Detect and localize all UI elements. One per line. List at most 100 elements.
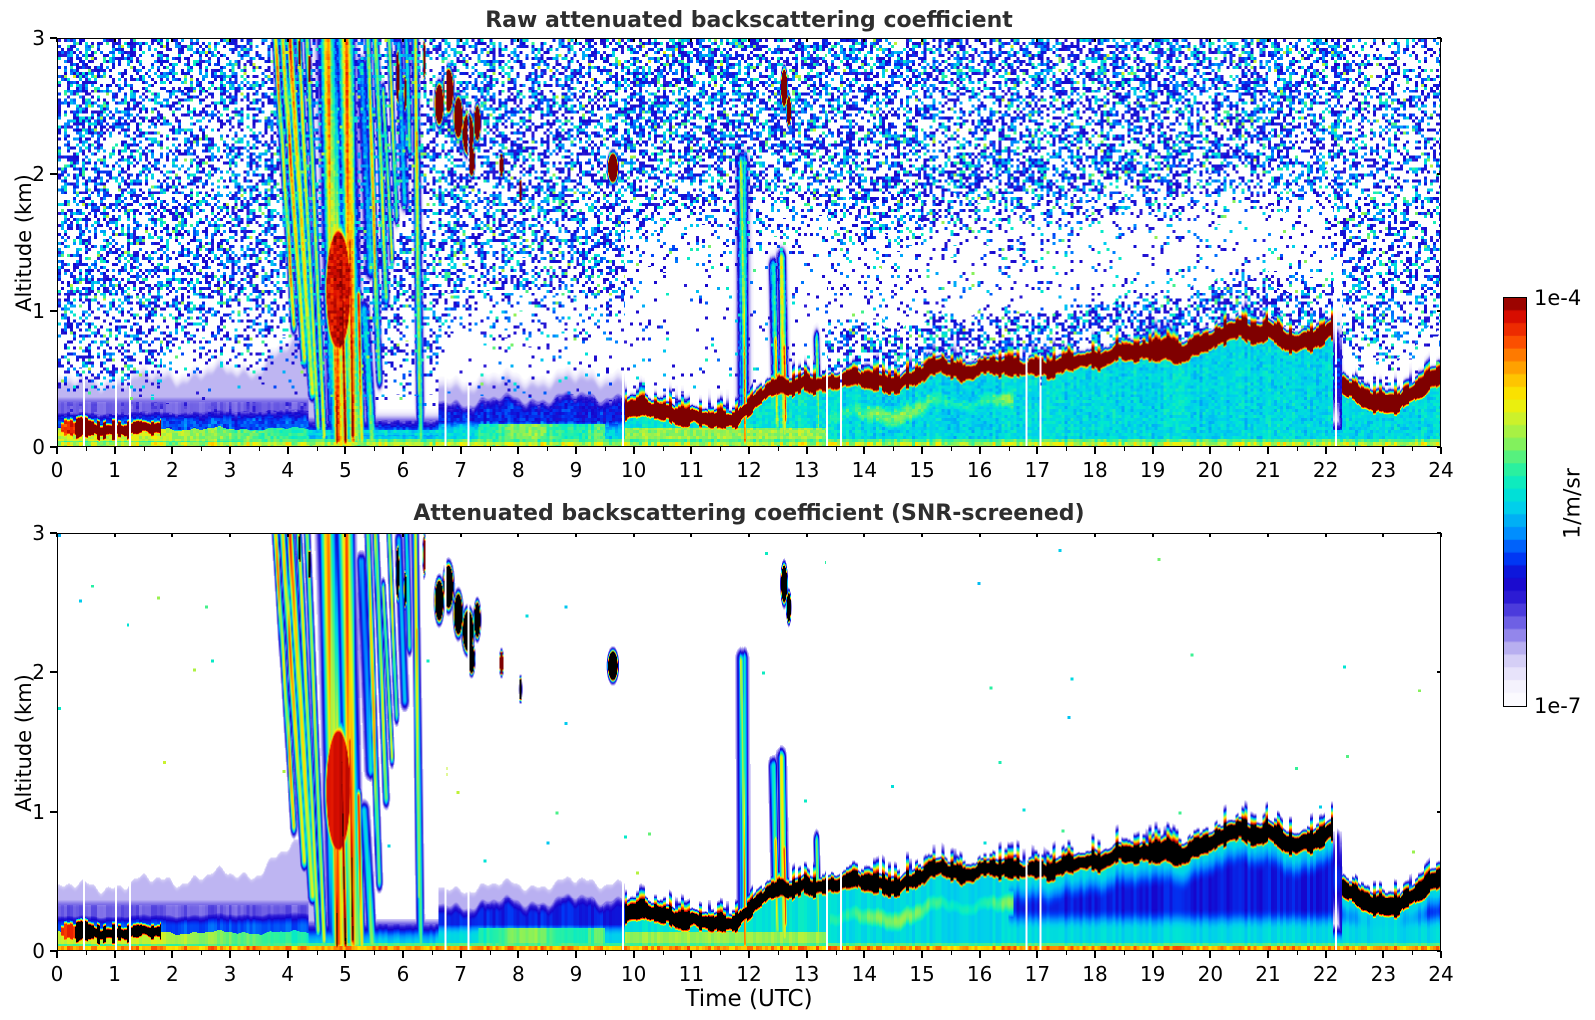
x-minor-tick <box>950 951 952 955</box>
x-major-tick <box>805 447 808 454</box>
x-top-tick <box>1440 38 1442 42</box>
x-minor-tick <box>893 951 895 955</box>
x-major-tick <box>1324 447 1327 454</box>
raw-panel-plot-area <box>57 38 1441 447</box>
y-tick-label: 0 <box>32 939 45 963</box>
x-minor-tick <box>85 951 87 955</box>
y-major-tick <box>50 671 57 674</box>
y-right-tick <box>1437 309 1441 312</box>
x-minor-tick <box>143 447 145 451</box>
x-tick-label: 24 <box>1428 962 1454 986</box>
x-tick-label: 18 <box>1082 962 1108 986</box>
x-top-tick <box>690 38 693 42</box>
x-top-tick <box>805 533 808 537</box>
x-top-tick <box>921 38 923 42</box>
y-tick-label: 2 <box>32 660 45 685</box>
x-tick-label: 8 <box>511 962 525 986</box>
x-tick-label: 1 <box>108 458 122 482</box>
x-minor-tick <box>720 447 722 451</box>
x-major-tick <box>113 951 116 958</box>
x-minor-tick <box>777 447 779 451</box>
x-major-tick <box>1267 447 1269 454</box>
x-minor-tick <box>258 447 260 451</box>
x-tick-label: 7 <box>454 962 468 986</box>
x-top-tick <box>1036 533 1039 537</box>
x-top-tick <box>632 533 635 537</box>
x-tick-label: 5 <box>338 458 352 482</box>
x-major-tick <box>56 951 58 958</box>
y-major-tick <box>50 37 57 39</box>
x-minor-tick <box>258 951 260 955</box>
x-major-tick <box>517 447 520 454</box>
x-top-tick <box>978 533 981 537</box>
x-tick-label: 22 <box>1312 458 1339 482</box>
x-tick-label: 0 <box>50 458 64 482</box>
x-top-tick <box>459 533 462 537</box>
x-tick-label: 8 <box>511 458 525 482</box>
x-major-tick <box>863 447 866 454</box>
x-tick-label: 16 <box>966 962 993 986</box>
x-tick-label: 13 <box>793 962 820 986</box>
x-major-tick <box>1036 951 1039 958</box>
x-minor-tick <box>316 951 318 955</box>
x-tick-label: 18 <box>1082 458 1108 482</box>
x-tick-label: 24 <box>1428 458 1454 482</box>
x-top-tick <box>1094 533 1096 537</box>
x-major-tick <box>1440 447 1442 454</box>
x-top-tick <box>575 533 577 537</box>
x-tick-label: 16 <box>966 458 993 482</box>
x-major-tick <box>1151 951 1154 958</box>
x-minor-tick <box>662 951 664 955</box>
x-minor-tick <box>777 951 779 955</box>
x-tick-label: 14 <box>851 962 878 986</box>
x-major-tick <box>229 951 231 958</box>
y-tick-label: 2 <box>32 162 45 187</box>
x-major-tick <box>748 447 750 454</box>
y-major-tick <box>50 810 57 813</box>
x-top-tick <box>1382 533 1385 537</box>
x-tick-label: 12 <box>736 458 762 482</box>
x-tick-label: 20 <box>1197 458 1224 482</box>
x-top-tick <box>748 38 750 42</box>
x-major-tick <box>1036 447 1039 454</box>
x-major-tick <box>344 951 347 958</box>
x-tick-label: 19 <box>1139 962 1166 986</box>
x-top-tick <box>1209 38 1212 42</box>
x-tick-label: 21 <box>1255 962 1281 986</box>
x-major-tick <box>459 447 462 454</box>
x-minor-tick <box>489 951 491 955</box>
x-tick-label: 13 <box>793 458 820 482</box>
x-minor-tick <box>1296 447 1298 451</box>
x-major-tick <box>517 951 520 958</box>
screened-panel-plot-area <box>57 533 1441 951</box>
x-major-tick <box>1324 951 1327 958</box>
x-tick-label: 11 <box>678 458 705 482</box>
x-major-tick <box>921 951 923 958</box>
y-tick-label: 0 <box>32 435 45 459</box>
x-top-tick <box>286 38 289 42</box>
x-minor-tick <box>1354 951 1356 955</box>
x-major-tick <box>978 447 981 454</box>
x-tick-label: 6 <box>396 458 410 482</box>
x-tick-label: 14 <box>851 458 878 482</box>
colorbar <box>1503 297 1527 707</box>
x-top-tick <box>921 533 923 537</box>
y-right-tick <box>1437 532 1441 534</box>
x-major-tick <box>1151 447 1154 454</box>
x-top-tick <box>1324 533 1327 537</box>
x-major-tick <box>690 447 693 454</box>
raw-panel-title: Raw attenuated backscattering coefficien… <box>485 8 1013 33</box>
x-minor-tick <box>201 447 203 451</box>
screened-panel-title: Attenuated backscattering coefficient (S… <box>413 501 1085 526</box>
x-tick-label: 10 <box>620 458 647 482</box>
x-top-tick <box>171 38 174 42</box>
x-axis-label: Time (UTC) <box>685 986 813 1012</box>
x-tick-label: 1 <box>108 962 122 986</box>
x-major-tick <box>632 447 635 454</box>
x-top-tick <box>575 38 577 42</box>
x-minor-tick <box>1412 951 1414 955</box>
x-tick-label: 2 <box>165 962 179 986</box>
y-right-tick <box>1437 950 1441 952</box>
y-tick-label: 1 <box>32 799 45 824</box>
